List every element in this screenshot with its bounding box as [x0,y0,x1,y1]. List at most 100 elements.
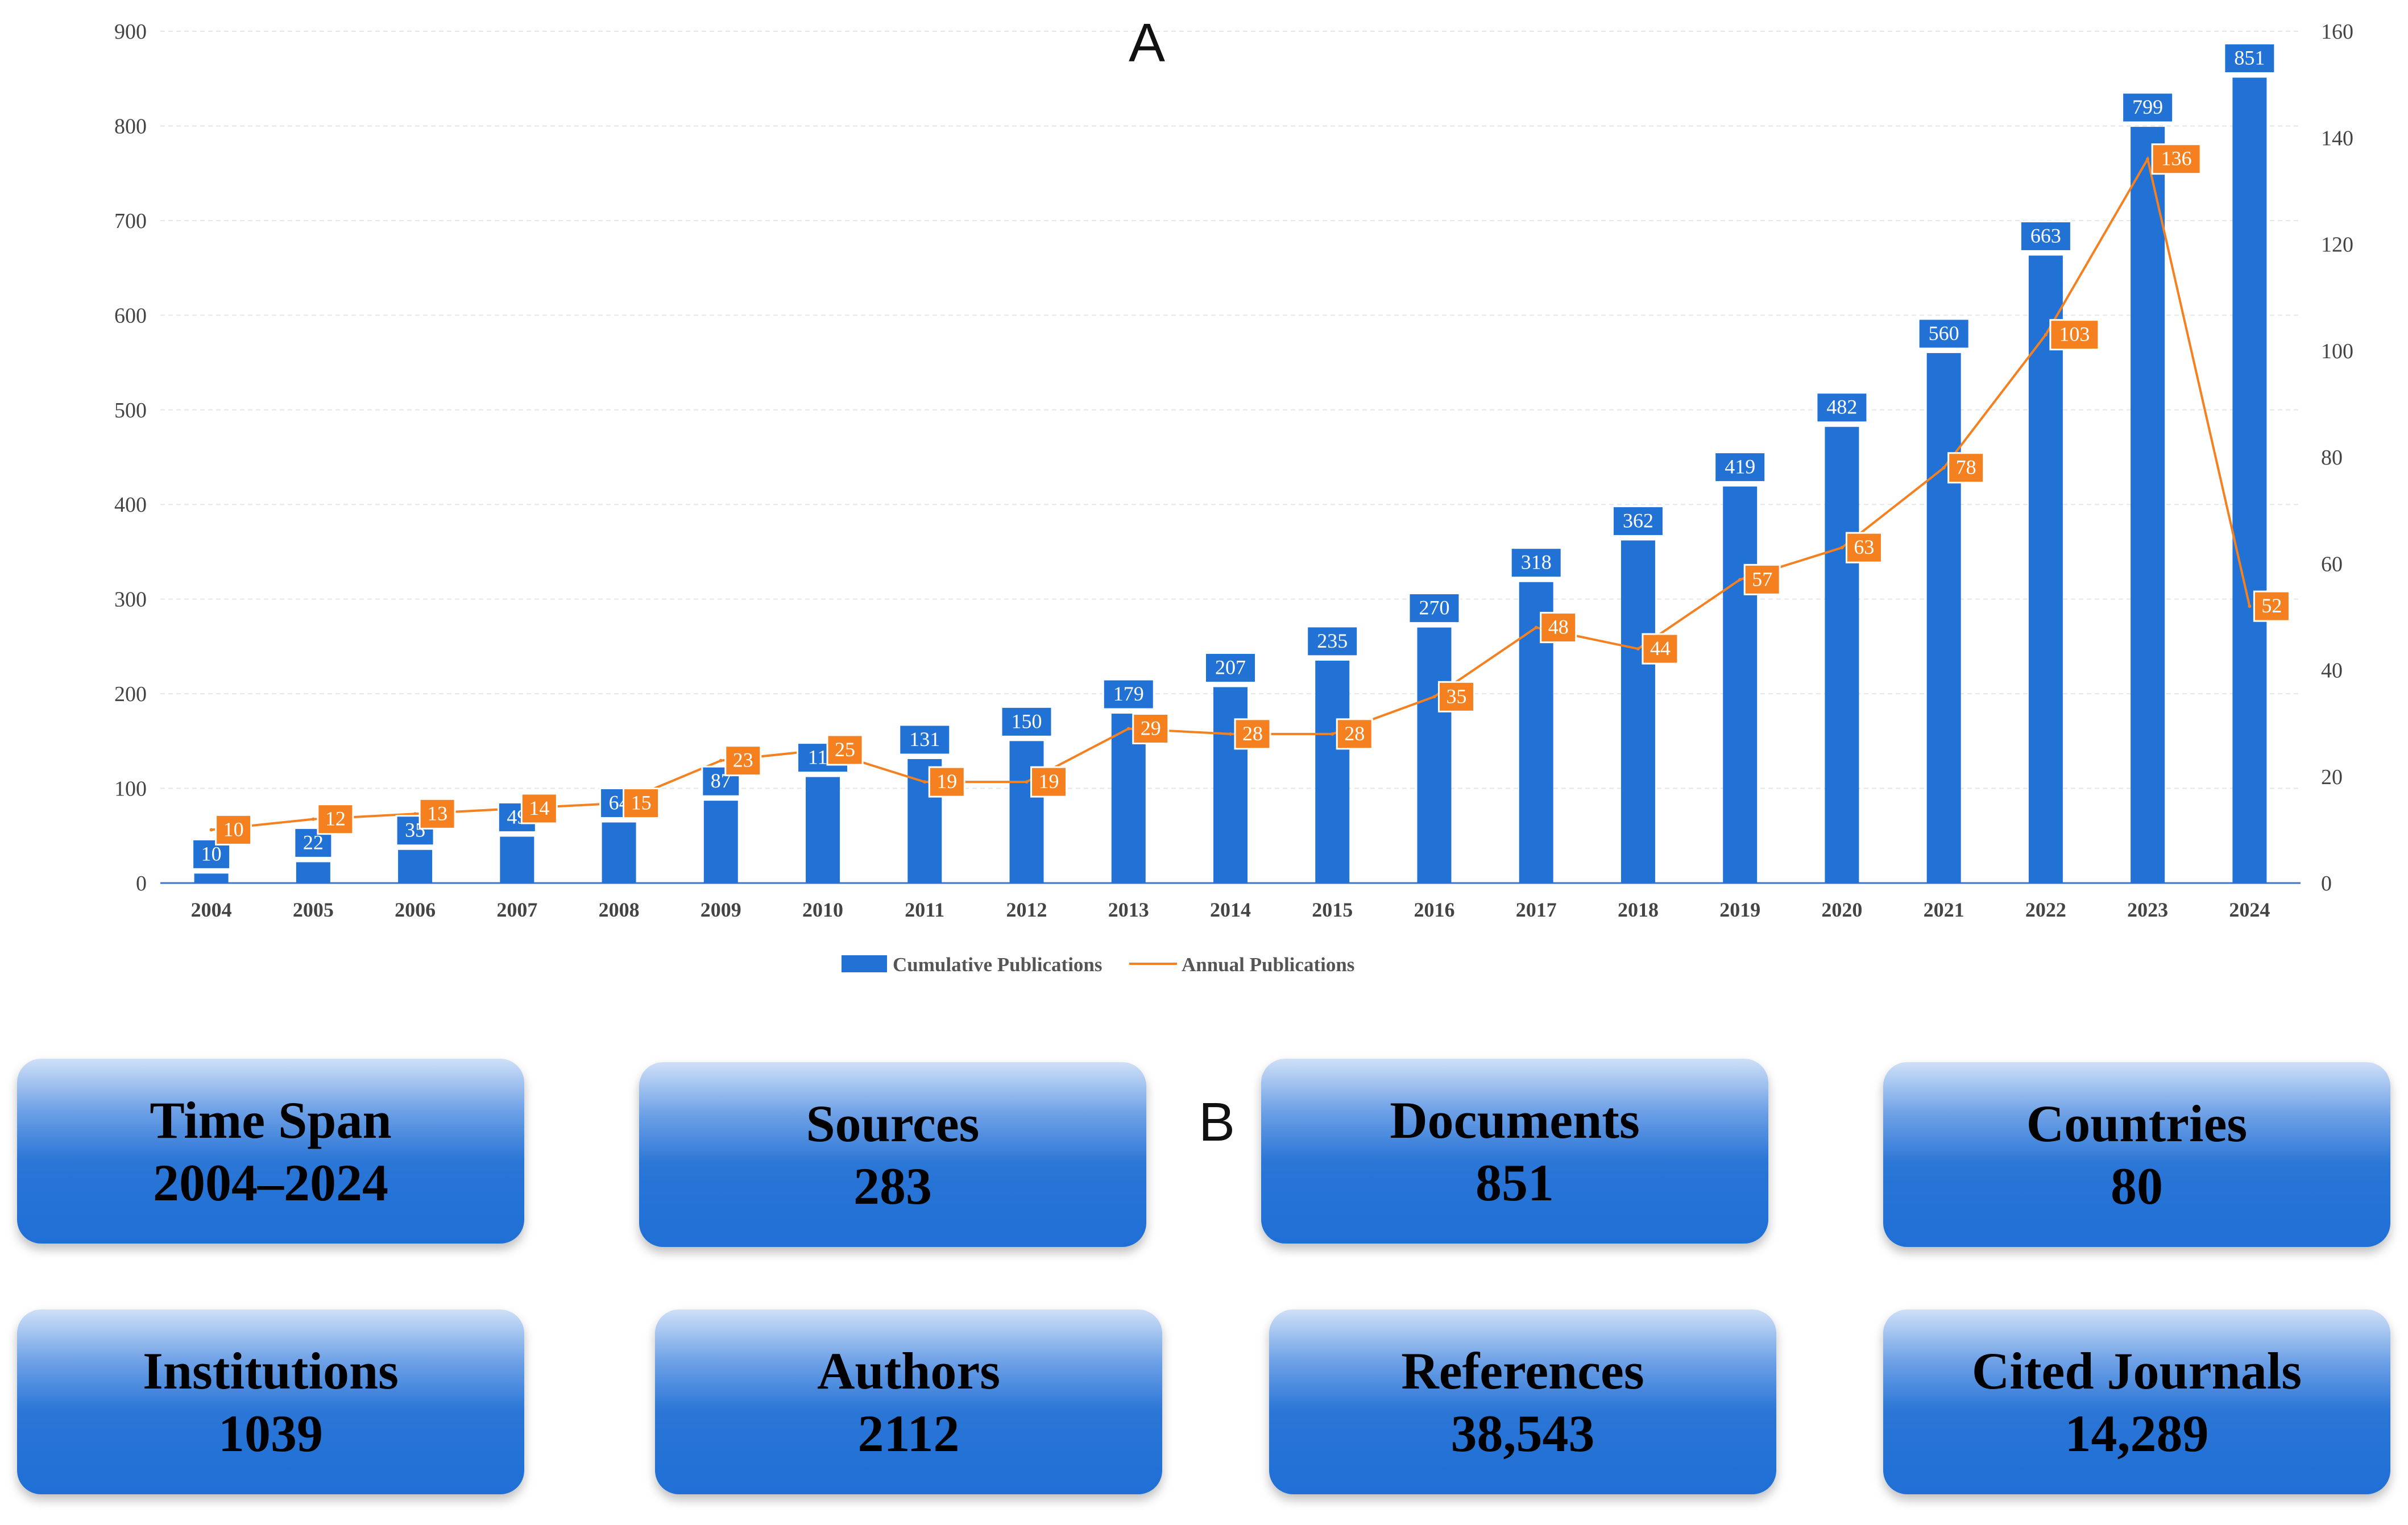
bar-data-label: 419 [1725,455,1755,478]
legend-swatch-cumulative [842,955,887,972]
bar-data-label: 207 [1215,656,1246,678]
bar-data-label: 235 [1317,629,1348,652]
line-data-label: 25 [835,738,855,761]
chart: 0 100 200 300 400 500 600 700 800 900 0 20 40 60 80 100… [114,20,2353,976]
y-right-tick-label: 160 [2321,20,2353,44]
stat-card-cited-journals: Cited Journals 14,289 [1883,1309,2390,1494]
line-data-label: 15 [631,791,652,814]
bar-data-label: 179 [1113,682,1144,705]
y-right-tick-label: 40 [2321,659,2343,683]
y-left-tick-label: 200 [114,682,147,706]
bar [1009,741,1044,883]
bar-data-label: 362 [1623,509,1653,532]
y-left-tick-label: 600 [114,304,147,328]
annual-point [1025,780,1029,784]
stat-card-time-span: Time Span 2004–2024 [17,1059,524,1244]
line-data-label: 28 [1242,722,1263,745]
stat-title: References [1401,1341,1644,1400]
bar [1825,426,1859,883]
line-data-label: 78 [1956,456,1976,479]
bar-label-box [1204,652,1257,683]
line-data-label: 44 [1650,637,1671,660]
line-data-label: 48 [1548,616,1569,639]
y-left-tick-label: 800 [114,114,147,138]
line-data-label: 52 [2261,594,2282,617]
line-data-label: 35 [1446,685,1466,707]
annual-point [1126,727,1130,731]
bar [1620,540,1655,883]
line-label-box [928,766,965,798]
annual-point [2146,157,2150,161]
annual-point [923,780,927,784]
line-label-box [418,798,456,830]
line-label-box [1642,633,1679,665]
bar-data-label: 482 [1826,396,1857,418]
line-data-label: 28 [1344,722,1365,745]
annual-point [1942,466,1946,470]
stat-title: Authors [817,1341,1001,1400]
line-label-box [520,793,558,824]
annual-point [1534,625,1538,629]
annual-point [1840,546,1844,550]
y-right-tick-label: 100 [2321,339,2353,363]
legend-label-annual: Annual Publications [1182,954,1354,976]
line-data-label: 19 [1039,770,1059,793]
bar-label-box [1306,625,1359,657]
x-tick-label: 2010 [802,898,843,921]
bar-data-label: 663 [2030,224,2061,247]
annual-point [2248,604,2252,608]
line-label-box [724,745,762,777]
line-label-box [1437,681,1475,712]
annual-point [1432,695,1436,699]
stat-title: Countries [2026,1094,2248,1153]
bar [500,836,534,883]
stat-value: 80 [2111,1157,2163,1215]
line-label-box [2049,319,2100,351]
bar-data-label: 851 [2234,47,2265,69]
x-tick-label: 2009 [701,898,741,921]
line-label-box [623,788,660,819]
line-label-box [1947,452,1985,484]
y-right-tick-label: 60 [2321,552,2343,576]
x-tick-label: 2012 [1006,898,1047,921]
bar [2232,77,2267,884]
y-right-tick-label: 80 [2321,446,2343,470]
bar-label-box [1611,505,1664,537]
bar-label-box [2223,43,2276,74]
annual-point [311,817,315,821]
x-tick-label: 2018 [1618,898,1659,921]
x-tick-label: 2017 [1516,898,1557,921]
bar-data-label: 150 [1012,710,1042,732]
bar [1926,353,1961,883]
line-data-label: 10 [223,818,244,840]
bar [2028,255,2063,883]
stat-value: 851 [1476,1153,1554,1212]
stat-card-authors: Authors 2112 [655,1309,1162,1494]
line-label-box [317,803,354,835]
bar-label-box [1816,392,1868,424]
bar-label-box [1917,318,1970,350]
bar-label-box [1714,451,1767,483]
stat-value: 2112 [857,1404,960,1462]
bar-data-label: 131 [909,728,940,751]
bar [1315,660,1350,883]
line-label-box [1030,766,1068,798]
bar-label-box [1510,547,1562,579]
line-label-box [1336,718,1373,750]
x-tick-label: 2021 [1924,898,1964,921]
x-tick-label: 2006 [395,898,436,921]
y-left-tick-label: 700 [114,209,147,233]
stat-value: 14,289 [2065,1404,2209,1462]
y-right-tick-label: 140 [2321,126,2353,150]
bar [602,822,636,883]
y-left-tick-label: 500 [114,399,147,422]
stat-value: 1039 [218,1404,323,1462]
stat-title: Time Span [150,1091,392,1149]
line-label-box [826,734,864,766]
x-tick-label: 2023 [2127,898,2168,921]
bar [1417,627,1452,883]
x-tick-label: 2011 [905,898,944,921]
line-label-box [215,814,252,846]
stat-card-countries: Countries 80 [1883,1062,2390,1247]
panel-label-a: A [1129,13,1166,73]
